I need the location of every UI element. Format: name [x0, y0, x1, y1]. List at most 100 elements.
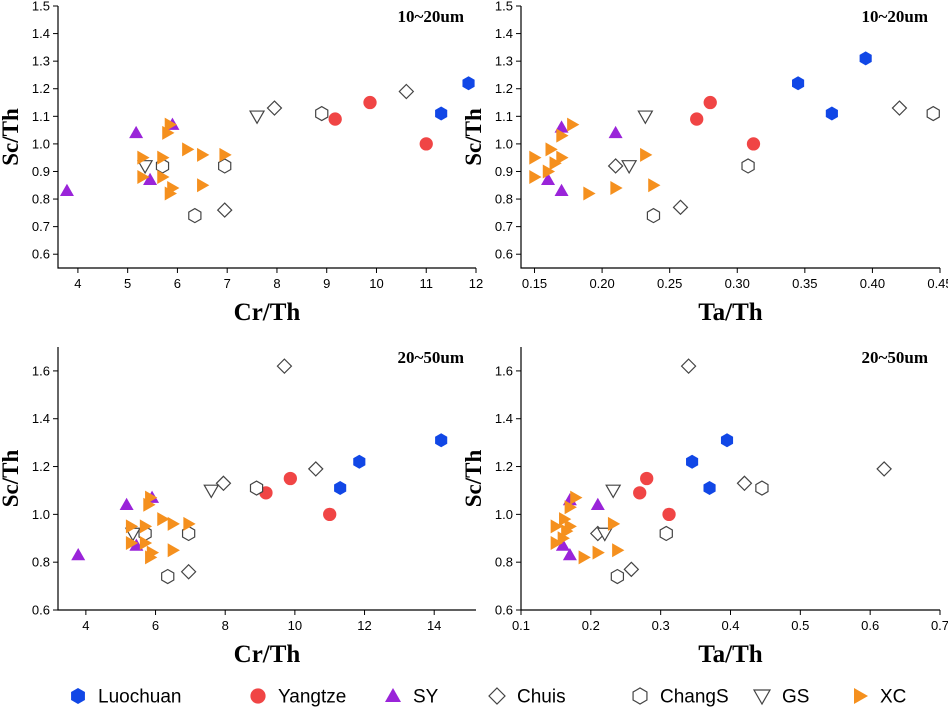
y-tick-label: 1.1 [32, 109, 50, 124]
data-point-luochuan [353, 454, 366, 469]
legend-marker-gs [752, 689, 772, 706]
data-point-xc [157, 512, 170, 527]
series-yangtze [633, 471, 676, 522]
x-tick-label: 0.5 [791, 618, 809, 633]
series-luochuan [334, 433, 448, 496]
data-point-changs [646, 207, 661, 224]
data-point-changs [755, 480, 769, 496]
data-point-sy [59, 183, 74, 197]
y-tick-label: 1.5 [32, 0, 50, 14]
series-xc [137, 117, 232, 201]
data-point-yangtze [323, 507, 337, 522]
data-point-xc [549, 156, 562, 171]
data-point-gs [621, 160, 638, 175]
y-tick-label: 1.2 [495, 81, 513, 96]
data-point-yangtze [662, 507, 676, 522]
data-point-luochuan [462, 76, 475, 91]
legend: Luochuan Yangtze SY Chuis ChangS GS XC [71, 687, 906, 708]
x-tick-label: 0.4 [721, 618, 739, 633]
data-point-chuis [736, 475, 753, 492]
y-tick-label: 0.7 [495, 219, 513, 234]
data-point-changs [188, 207, 202, 224]
legend-label: Luochuan [98, 687, 181, 708]
legend-marker-luochuan [71, 688, 85, 704]
data-point-xc [197, 178, 210, 193]
series-gs [596, 484, 622, 542]
data-point-gs [637, 110, 654, 125]
legend-label: Chuis [517, 687, 566, 708]
data-point-xc [545, 142, 558, 157]
panel-title: 20~50um [862, 348, 928, 367]
data-point-xc [578, 550, 591, 565]
data-point-yangtze [703, 95, 717, 110]
panels-group: 4 5 6 7 8 9 10 11 12 0.6 0.7 0.8 0.9 1.0 1.1 1.2 1.3 1.4 1… [0, 0, 948, 668]
series-chuis [589, 358, 892, 578]
data-point-xc [556, 150, 569, 165]
data-point-sy [129, 125, 144, 139]
series-changs [610, 480, 769, 585]
x-tick-label: 6 [152, 618, 159, 633]
data-point-chuis [398, 83, 415, 100]
data-point-yangtze [640, 471, 654, 486]
data-point-changs [249, 480, 264, 496]
x-tick-label: 0.3 [652, 618, 670, 633]
panel-title: 10~20um [398, 7, 464, 26]
data-point-xc [157, 150, 170, 165]
data-point-gs [203, 484, 220, 499]
data-point-sy [590, 497, 605, 511]
data-point-xc [559, 512, 572, 527]
series-chuis [180, 358, 324, 580]
y-tick-label: 1.4 [32, 26, 50, 41]
x-tick-label: 0.35 [792, 276, 817, 291]
x-tick-label: 0.30 [725, 276, 750, 291]
legend-label: XC [880, 687, 906, 708]
legend-label: ChangS [660, 687, 729, 708]
x-tick-label: 10 [369, 276, 383, 291]
data-point-chuis [876, 461, 892, 477]
y-axis-title: Sc/Th [461, 450, 486, 508]
data-point-xc [164, 117, 177, 132]
data-point-yangtze [283, 471, 297, 486]
data-point-gs [605, 484, 622, 499]
x-tick-label: 0.1 [512, 618, 530, 633]
x-tick-label: 8 [273, 276, 280, 291]
panel-title: 20~50um [398, 348, 464, 367]
data-point-gs [137, 160, 154, 175]
data-point-xc [612, 543, 625, 558]
data-point-yangtze [633, 486, 647, 500]
x-tick-label: 12 [357, 618, 371, 633]
x-tick-label: 7 [224, 276, 231, 291]
data-point-chuis [672, 199, 689, 216]
data-point-luochuan [825, 106, 838, 121]
data-point-chuis [216, 202, 233, 218]
series-luochuan [686, 433, 734, 496]
series-yangtze [690, 95, 761, 151]
data-point-gs [249, 110, 266, 125]
y-tick-label: 1.2 [32, 459, 50, 474]
data-point-changs [315, 105, 329, 122]
data-point-sy [541, 172, 556, 185]
series-changs [155, 105, 329, 224]
data-point-sy [554, 120, 569, 133]
data-point-xc [550, 519, 563, 534]
y-tick-label: 0.8 [32, 555, 50, 570]
data-point-xc [125, 519, 139, 534]
series-changs [646, 105, 940, 224]
x-tick-label: 0.7 [931, 618, 948, 633]
series-xc [550, 490, 625, 565]
y-tick-label: 0.6 [32, 603, 50, 618]
data-point-changs [218, 158, 232, 174]
x-tick-label: 0.6 [861, 618, 879, 633]
x-axis-title: Ta/Th [698, 641, 763, 668]
data-point-xc [640, 147, 653, 162]
data-point-chuis [307, 461, 324, 477]
data-point-chuis [623, 561, 640, 578]
data-point-luochuan [435, 433, 448, 448]
data-point-xc [556, 128, 569, 143]
y-tick-label: 0.8 [32, 192, 50, 207]
data-point-luochuan [686, 454, 699, 469]
x-tick-label: 0.25 [657, 276, 682, 291]
chart-panel-1: 4 5 6 7 8 9 10 11 12 0.6 0.7 0.8 0.9 1.0 1.1 1.2 1.3 1.4 1… [0, 0, 483, 326]
series-changs [138, 480, 264, 585]
data-point-luochuan [334, 481, 347, 496]
